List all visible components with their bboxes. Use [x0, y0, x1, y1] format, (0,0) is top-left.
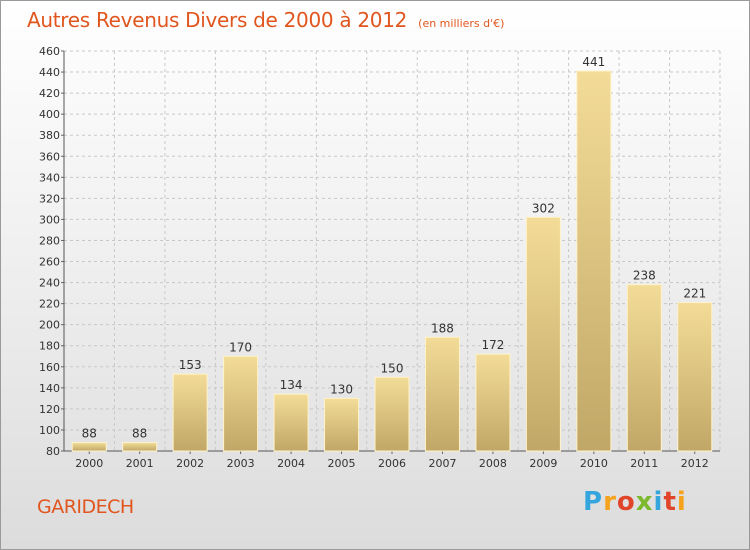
- value-label-2003: 170: [229, 340, 252, 354]
- y-tick-label: 360: [39, 150, 60, 163]
- x-tick-label-2008: 2008: [479, 457, 507, 470]
- logo-letter: i: [653, 487, 664, 517]
- y-tick-label: 100: [39, 424, 60, 437]
- bar-2001: [122, 442, 158, 452]
- y-tick-label: 140: [39, 382, 60, 395]
- y-tick-label: 220: [39, 298, 60, 311]
- value-label-2001: 88: [132, 427, 147, 441]
- x-tick-label-2000: 2000: [75, 457, 103, 470]
- y-tick-label: 440: [39, 66, 60, 79]
- y-tick-label: 240: [39, 277, 60, 290]
- x-tick-label-2009: 2009: [529, 457, 557, 470]
- commune-name: GARIDECH: [37, 496, 134, 518]
- y-tick-label: 400: [39, 108, 60, 121]
- y-tick-label: 80: [46, 445, 60, 458]
- bar-2006: [374, 376, 410, 452]
- value-label-2005: 130: [330, 382, 353, 396]
- y-tick-label: 160: [39, 361, 60, 374]
- value-label-2002: 153: [179, 358, 202, 372]
- bar-2010: [576, 70, 612, 452]
- x-tick-label-2007: 2007: [428, 457, 456, 470]
- x-tick-label-2006: 2006: [378, 457, 406, 470]
- y-tick-label: 300: [39, 213, 60, 226]
- y-tick-label: 340: [39, 171, 60, 184]
- proxiti-logo[interactable]: Proxiti: [583, 487, 687, 517]
- x-tick-label-2002: 2002: [176, 457, 204, 470]
- x-tick-label-2003: 2003: [227, 457, 255, 470]
- bar-2007: [424, 336, 460, 452]
- x-tick-label-2005: 2005: [328, 457, 356, 470]
- y-tick-label: 420: [39, 87, 60, 100]
- x-tick-label-2001: 2001: [126, 457, 154, 470]
- logo-letter: x: [635, 487, 654, 517]
- x-tick-label-2010: 2010: [580, 457, 608, 470]
- logo-letter: t: [663, 487, 677, 517]
- logo-letter: P: [583, 487, 604, 517]
- bar-2004: [273, 393, 309, 452]
- logo-letter: o: [616, 487, 636, 517]
- y-tick-label: 320: [39, 192, 60, 205]
- y-tick-label: 200: [39, 319, 60, 332]
- bar-2009: [525, 216, 561, 452]
- y-tick-label: 180: [39, 340, 60, 353]
- chart-title: Autres Revenus Divers de 2000 à 2012: [27, 8, 408, 32]
- bar-2000: [71, 442, 107, 452]
- value-label-2008: 172: [481, 338, 504, 352]
- bar-2008: [475, 353, 511, 452]
- value-label-2009: 302: [532, 201, 555, 215]
- value-label-2000: 88: [82, 427, 97, 441]
- y-tick-label: 380: [39, 129, 60, 142]
- chart-subtitle: (en milliers d'€): [418, 17, 505, 30]
- y-tick-label: 260: [39, 256, 60, 269]
- y-tick-label: 280: [39, 234, 60, 247]
- chart-title-row: Autres Revenus Divers de 2000 à 2012 (en…: [27, 8, 504, 32]
- y-tick-label: 460: [39, 45, 60, 58]
- x-tick-label-2004: 2004: [277, 457, 305, 470]
- bar-2003: [223, 355, 259, 452]
- bar-2005: [324, 397, 360, 452]
- value-label-2006: 150: [381, 361, 404, 375]
- logo-letter: r: [603, 487, 617, 517]
- bar-2012: [677, 302, 713, 452]
- bar-2011: [626, 284, 662, 452]
- logo-letter: i: [676, 487, 687, 517]
- y-tick-label: 120: [39, 403, 60, 416]
- value-label-2010: 441: [582, 55, 605, 69]
- value-label-2012: 221: [683, 287, 706, 301]
- value-label-2004: 134: [280, 378, 303, 392]
- x-tick-label-2012: 2012: [681, 457, 709, 470]
- bar-2002: [172, 373, 208, 452]
- value-label-2007: 188: [431, 321, 454, 335]
- x-tick-label-2011: 2011: [630, 457, 658, 470]
- value-label-2011: 238: [633, 269, 656, 283]
